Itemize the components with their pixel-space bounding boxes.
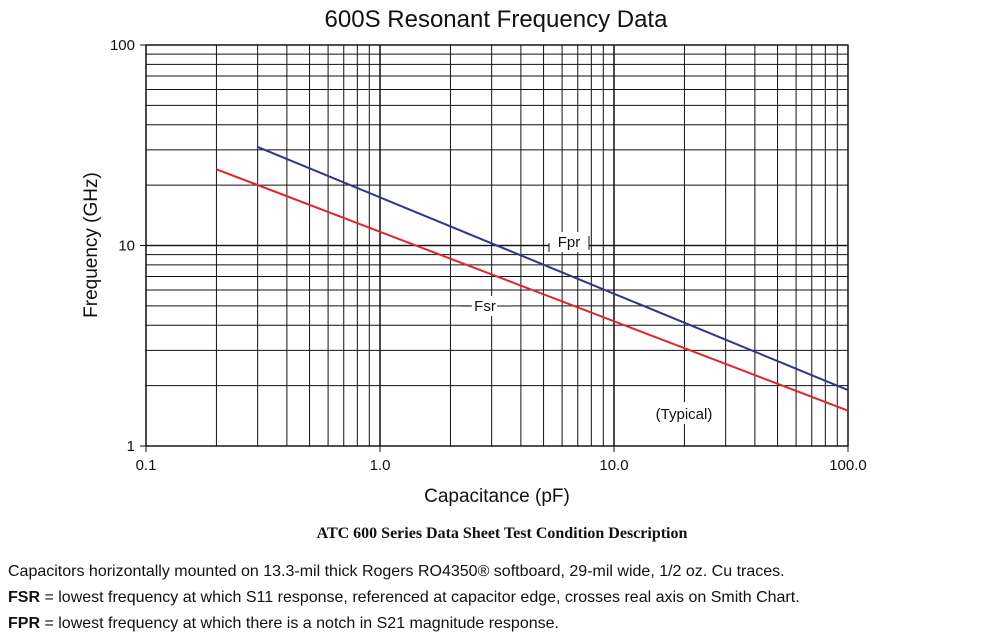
x-axis-label: Capacitance (pF)	[424, 486, 570, 507]
test-condition-notes: Capacitors horizontally mounted on 13.3-…	[8, 559, 800, 637]
y-tick-label: 10	[118, 238, 135, 255]
x-tick-label: 1.0	[370, 457, 391, 474]
fpr-definition: FPR = lowest frequency at which there is…	[8, 611, 800, 637]
fsr-definition: FSR = lowest frequency at which S11 resp…	[8, 585, 800, 611]
fpr-text: = lowest frequency at which there is a n…	[40, 615, 559, 632]
chart-grid	[145, 44, 849, 447]
x-tick-label: 100.0	[829, 457, 867, 474]
y-tick-label: 100	[110, 37, 135, 54]
chart-title: 600S Resonant Frequency Data	[325, 6, 669, 33]
chart-series	[216, 146, 849, 412]
y-tick-label: 1	[127, 438, 135, 455]
fpr-term: FPR	[8, 615, 40, 632]
chart-svg: 600S Resonant Frequency Data 0.1 1.0 10.0 1…	[81, 6, 867, 507]
fsr-annotation: Fsr	[461, 296, 512, 316]
fsr-text: = lowest frequency at which S11 response…	[40, 589, 800, 606]
test-condition-heading: ATC 600 Series Data Sheet Test Condition…	[316, 525, 688, 542]
fsr-term: FSR	[8, 589, 40, 606]
x-tick-label: 0.1	[136, 457, 157, 474]
fpr-annotation-label: Fpr	[558, 234, 581, 251]
series-line-fpr	[257, 146, 849, 392]
chart-ticks: 0.1 1.0 10.0 100.0 1 10 100	[110, 37, 867, 474]
typical-annotation: (Typical)	[650, 402, 718, 424]
fpr-annotation: Fpr	[548, 232, 590, 252]
x-tick-label: 10.0	[599, 457, 628, 474]
mounting-description: Capacitors horizontally mounted on 13.3-…	[8, 563, 785, 580]
series-line-fsr	[216, 168, 849, 412]
fsr-annotation-label: Fsr	[474, 298, 496, 315]
typical-annotation-label: (Typical)	[656, 406, 713, 423]
y-axis-label: Frequency (GHz)	[81, 172, 102, 318]
